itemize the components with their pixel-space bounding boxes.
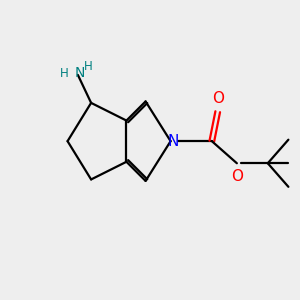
Text: H: H [84, 60, 92, 73]
Text: N: N [75, 66, 85, 80]
Text: H: H [60, 67, 69, 80]
Text: O: O [231, 169, 243, 184]
Text: N: N [167, 134, 179, 149]
Text: O: O [212, 92, 224, 106]
